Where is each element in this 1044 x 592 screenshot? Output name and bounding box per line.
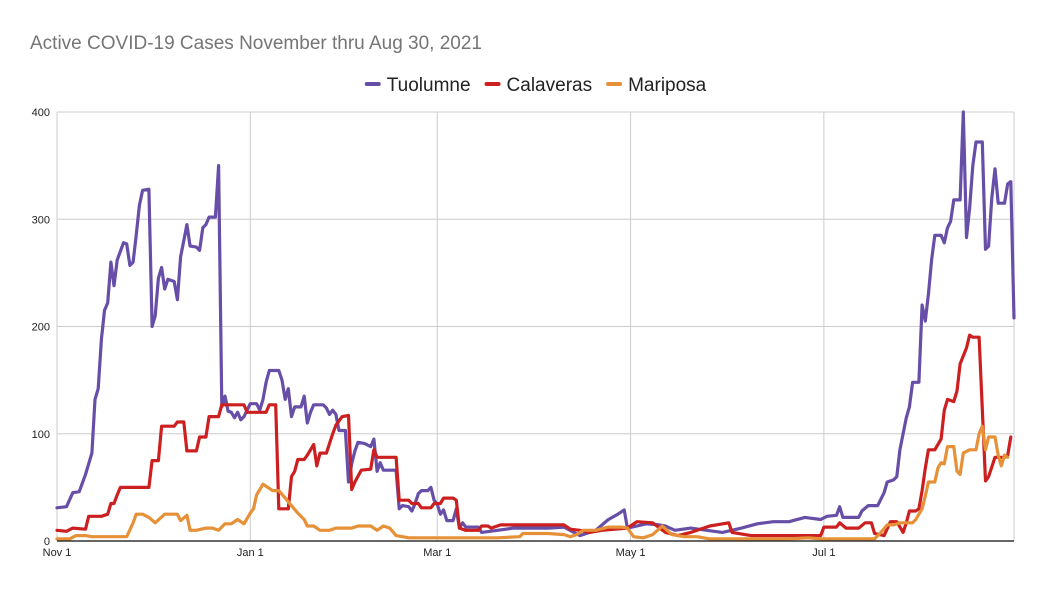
series-line-mariposa [55,424,1010,541]
legend-label: Tuolumne [387,75,471,96]
x-axis-ticks: Nov 1 Jan 1 Mar 1 May 1 Jul 1 [43,547,836,559]
legend-label: Mariposa [628,75,707,96]
legend: Tuolumne Calaveras Mariposa [364,75,707,96]
series-line-calaveras [55,333,1013,538]
legend-label: Calaveras [507,75,593,96]
x-tick-label: Mar 1 [423,547,451,559]
y-tick-label: 100 [32,429,50,441]
series-lines [55,110,1016,541]
chart-title: Active COVID-19 Cases November thru Aug … [30,33,482,54]
legend-item: Tuolumne [364,75,471,96]
gridlines [56,111,1015,541]
series-line-tuolumne [55,110,1016,538]
x-tick-label: Jan 1 [237,547,264,559]
y-tick-label: 0 [44,536,50,548]
y-tick-label: 400 [32,107,50,119]
legend-item: Mariposa [606,75,707,96]
y-tick-label: 200 [32,322,50,334]
x-tick-label: Nov 1 [43,547,72,559]
x-tick-label: May 1 [616,547,646,559]
legend-item: Calaveras [484,75,593,96]
y-tick-label: 300 [32,214,50,226]
x-tick-label: Jul 1 [812,547,835,559]
y-axis-ticks: 0 100 200 300 400 [32,107,50,548]
